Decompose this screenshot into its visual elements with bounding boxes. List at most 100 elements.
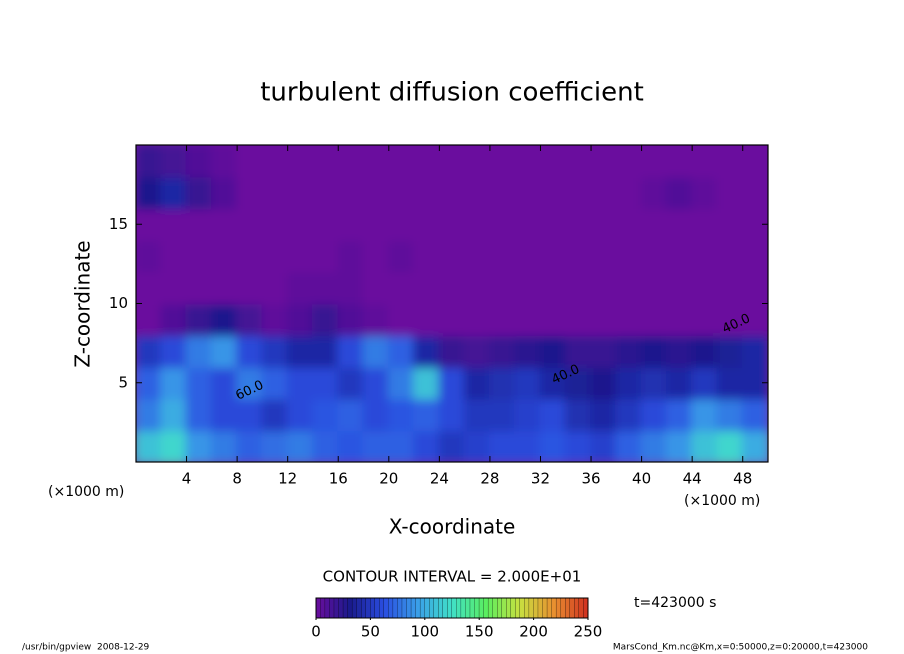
colorbar-swatch bbox=[474, 598, 480, 618]
x-tick-label: 28 bbox=[480, 470, 499, 488]
cell bbox=[691, 145, 719, 178]
colorbar-swatch bbox=[442, 598, 448, 618]
colorbar-swatch bbox=[492, 598, 498, 618]
cell bbox=[564, 207, 593, 242]
cell bbox=[741, 302, 768, 337]
colorbar-swatch bbox=[406, 598, 412, 618]
field bbox=[136, 145, 768, 462]
colorbar-swatch bbox=[483, 598, 489, 618]
cell bbox=[261, 270, 289, 305]
cell bbox=[438, 145, 466, 178]
cell bbox=[564, 270, 593, 305]
cell bbox=[286, 397, 314, 432]
colorbar-swatch bbox=[529, 598, 535, 618]
cell bbox=[136, 302, 163, 337]
cell bbox=[514, 239, 542, 273]
cell bbox=[413, 334, 441, 368]
cell bbox=[463, 334, 491, 368]
cell bbox=[438, 365, 466, 400]
colorbar-swatch bbox=[374, 598, 380, 618]
cell bbox=[387, 145, 416, 178]
cell bbox=[311, 175, 340, 210]
cell bbox=[564, 334, 593, 368]
cell bbox=[716, 145, 744, 178]
cell bbox=[236, 429, 264, 462]
colorbar-swatch bbox=[420, 598, 426, 618]
cell bbox=[160, 302, 188, 337]
colorbar-swatch bbox=[538, 598, 544, 618]
cells bbox=[136, 145, 768, 462]
cell bbox=[615, 397, 643, 432]
cell bbox=[665, 334, 694, 368]
cell bbox=[387, 239, 416, 273]
cell bbox=[564, 302, 593, 337]
colorbar-swatch bbox=[433, 598, 439, 618]
colorbar-frame bbox=[315, 597, 589, 619]
cell bbox=[210, 334, 239, 368]
cell bbox=[337, 270, 365, 305]
cell bbox=[716, 270, 744, 305]
cell bbox=[337, 334, 365, 368]
cell bbox=[160, 207, 188, 242]
cell bbox=[640, 145, 668, 178]
footer-right: MarsCond_Km.nc@Km,x=0:50000,z=0:20000,t=… bbox=[613, 643, 868, 653]
cell bbox=[640, 302, 668, 337]
colorbar-swatch bbox=[388, 598, 394, 618]
cell bbox=[185, 270, 213, 305]
cell bbox=[488, 175, 517, 210]
cell bbox=[438, 429, 466, 462]
cell bbox=[665, 270, 694, 305]
cell bbox=[362, 397, 390, 432]
colorbar-swatch bbox=[542, 598, 548, 618]
cell bbox=[311, 270, 340, 305]
cell bbox=[311, 365, 340, 400]
cell bbox=[185, 145, 213, 178]
cell bbox=[716, 429, 744, 462]
cell bbox=[488, 429, 517, 462]
colorbar-swatch bbox=[424, 598, 430, 618]
cell bbox=[413, 365, 441, 400]
cell bbox=[590, 270, 618, 305]
cell bbox=[261, 397, 289, 432]
cell bbox=[741, 239, 768, 273]
cell bbox=[741, 175, 768, 210]
cell bbox=[615, 365, 643, 400]
cell bbox=[236, 145, 264, 178]
cell bbox=[640, 397, 668, 432]
cell bbox=[236, 334, 264, 368]
cell bbox=[514, 397, 542, 432]
colorbar-swatch bbox=[316, 598, 322, 618]
cell bbox=[514, 145, 542, 178]
cell bbox=[236, 270, 264, 305]
cell bbox=[160, 239, 188, 273]
colorbar-swatch bbox=[347, 598, 353, 618]
colorbar-swatch bbox=[578, 598, 584, 618]
cell bbox=[539, 429, 567, 462]
colorbar-swatch bbox=[370, 598, 376, 618]
chart-title: turbulent diffusion coefficient bbox=[260, 78, 644, 108]
cell bbox=[640, 270, 668, 305]
cell bbox=[539, 175, 567, 210]
cell bbox=[185, 175, 213, 210]
colorbar-swatch bbox=[506, 598, 512, 618]
colorbar-swatch bbox=[574, 598, 580, 618]
cell bbox=[514, 207, 542, 242]
cell bbox=[210, 429, 239, 462]
x-tick-label: 4 bbox=[182, 470, 192, 488]
y-tick-label: 5 bbox=[118, 373, 128, 391]
cell bbox=[463, 429, 491, 462]
cell bbox=[185, 239, 213, 273]
colorbar-swatch bbox=[510, 598, 516, 618]
cell bbox=[311, 334, 340, 368]
cell bbox=[438, 270, 466, 305]
cell bbox=[691, 270, 719, 305]
cell bbox=[210, 397, 239, 432]
cell bbox=[261, 365, 289, 400]
cell bbox=[210, 175, 239, 210]
cell bbox=[236, 239, 264, 273]
cell bbox=[337, 365, 365, 400]
cell bbox=[261, 239, 289, 273]
y-axis-label: Z-coordinate bbox=[71, 240, 95, 367]
cell bbox=[160, 397, 188, 432]
